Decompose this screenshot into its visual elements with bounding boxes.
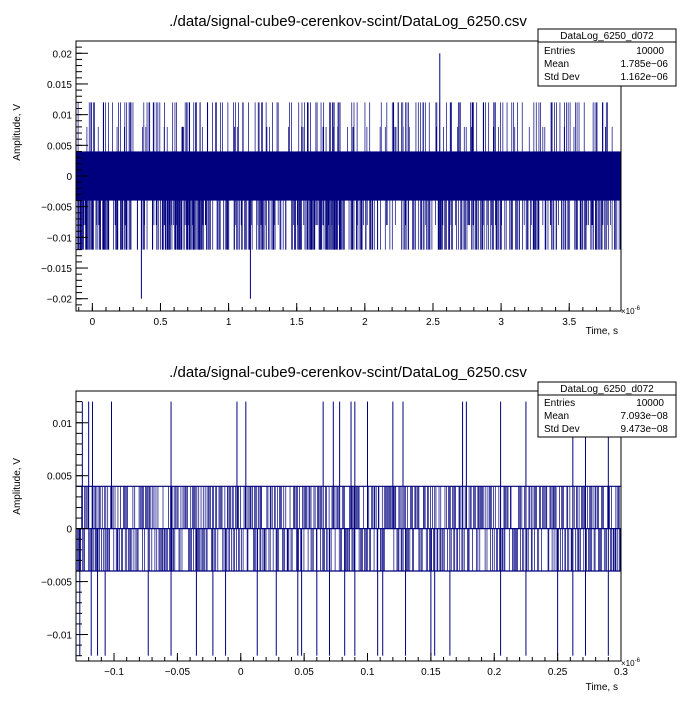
x-tick-label: 0.05: [294, 667, 314, 678]
chart-title: ./data/signal-cube9-cerenkov-scint/DataL…: [169, 13, 527, 30]
x-tick-label: 3: [498, 317, 504, 328]
x-tick-label: 1: [226, 317, 232, 328]
y-tick-label: 0.01: [53, 419, 73, 430]
stats-entries-label: Entries: [544, 46, 575, 57]
x-axis-exponent-base: ×10: [621, 659, 635, 668]
x-tick-label: 0.25: [548, 667, 568, 678]
stats-entries-value: 10000: [636, 398, 664, 409]
y-axis-ticks: −0.02 −0.015 −0.01 −0.005 0 0.005 0.01 0.015 0.0…: [41, 40, 88, 306]
y-tick-label: 0: [66, 525, 72, 536]
y-axis-label: Amplitude, V: [12, 104, 23, 161]
y-tick-label: 0.005: [47, 472, 72, 483]
stats-stddev-value: 9.473e−08: [620, 424, 668, 435]
stats-box-name: DataLog_6250_d072: [560, 384, 654, 395]
stats-box-name: DataLog_6250_d072: [560, 31, 654, 42]
x-tick-label: 2.5: [426, 317, 440, 328]
signal-band: [76, 151, 621, 201]
x-axis-exponent-base: ×10: [621, 307, 635, 316]
x-tick-label: 0.5: [154, 317, 168, 328]
y-tick-label: 0.005: [47, 141, 72, 152]
x-tick-label: 0: [238, 667, 244, 678]
stats-stddev-label: Std Dev: [544, 72, 580, 83]
x-tick-label: −0.05: [165, 667, 191, 678]
x-tick-label: 0.1: [361, 667, 375, 678]
stats-entries-label: Entries: [544, 398, 575, 409]
x-tick-label: 0.3: [614, 667, 628, 678]
stats-mean-label: Mean: [544, 59, 569, 70]
x-axis-exponent-power: -6: [635, 658, 641, 664]
x-tick-label: 1.5: [290, 317, 304, 328]
x-tick-label: 2: [362, 317, 368, 328]
y-tick-label: 0: [66, 172, 72, 183]
stats-box: DataLog_6250_d072 Entries 10000 Mean 7.0…: [537, 381, 677, 438]
chart-title: ./data/signal-cube9-cerenkov-scint/DataL…: [169, 364, 527, 381]
stats-entries-value: 10000: [636, 46, 664, 57]
plot-frame: [75, 390, 622, 662]
y-tick-label: −0.005: [41, 203, 72, 214]
stats-box: DataLog_6250_d072 Entries 10000 Mean 1.7…: [537, 28, 677, 87]
y-tick-label: −0.01: [47, 631, 73, 642]
y-tick-label: −0.02: [47, 295, 73, 306]
y-tick-label: −0.005: [41, 578, 72, 589]
x-axis-label: Time, s: [586, 326, 618, 337]
chart-panel-1: ./data/signal-cube9-cerenkov-scint/DataL…: [12, 13, 677, 337]
y-tick-label: 0.02: [53, 49, 73, 60]
x-tick-label: 0.15: [421, 667, 441, 678]
stats-mean-value: 7.093e−08: [620, 411, 668, 422]
x-axis-exponent-power: -6: [635, 306, 641, 312]
signal-series: [75, 53, 621, 299]
stats-stddev-label: Std Dev: [544, 424, 580, 435]
x-tick-label: −0.1: [104, 667, 124, 678]
y-tick-label: 0.015: [47, 80, 72, 91]
x-tick-label: 0: [90, 317, 96, 328]
stats-mean-value: 1.785e−06: [620, 59, 668, 70]
y-tick-label: −0.01: [47, 233, 73, 244]
stats-mean-label: Mean: [544, 411, 569, 422]
x-axis-exponent: ×10-6: [621, 306, 641, 316]
plot-frame: [75, 40, 622, 312]
x-axis-exponent: ×10-6: [621, 658, 641, 668]
x-axis-ticks: −0.1 −0.05 0 0.05 0.1 0.15 0.2 0.25 0.3: [75, 653, 628, 678]
x-tick-label: 0.2: [487, 667, 501, 678]
stats-stddev-value: 1.162e−06: [620, 72, 668, 83]
y-tick-label: 0.01: [53, 111, 73, 122]
x-axis-ticks: 0 0.5 1 1.5 2 2.5 3 3.5: [78, 303, 611, 328]
x-axis-label: Time, s: [586, 682, 618, 693]
y-tick-label: −0.015: [41, 264, 72, 275]
x-tick-label: 3.5: [562, 317, 576, 328]
y-axis-ticks: −0.01 −0.005 0 0.005 0.01: [41, 390, 88, 657]
chart-panel-2: ./data/signal-cube9-cerenkov-scint/DataL…: [12, 364, 677, 693]
y-axis-label: Amplitude, V: [12, 458, 23, 515]
